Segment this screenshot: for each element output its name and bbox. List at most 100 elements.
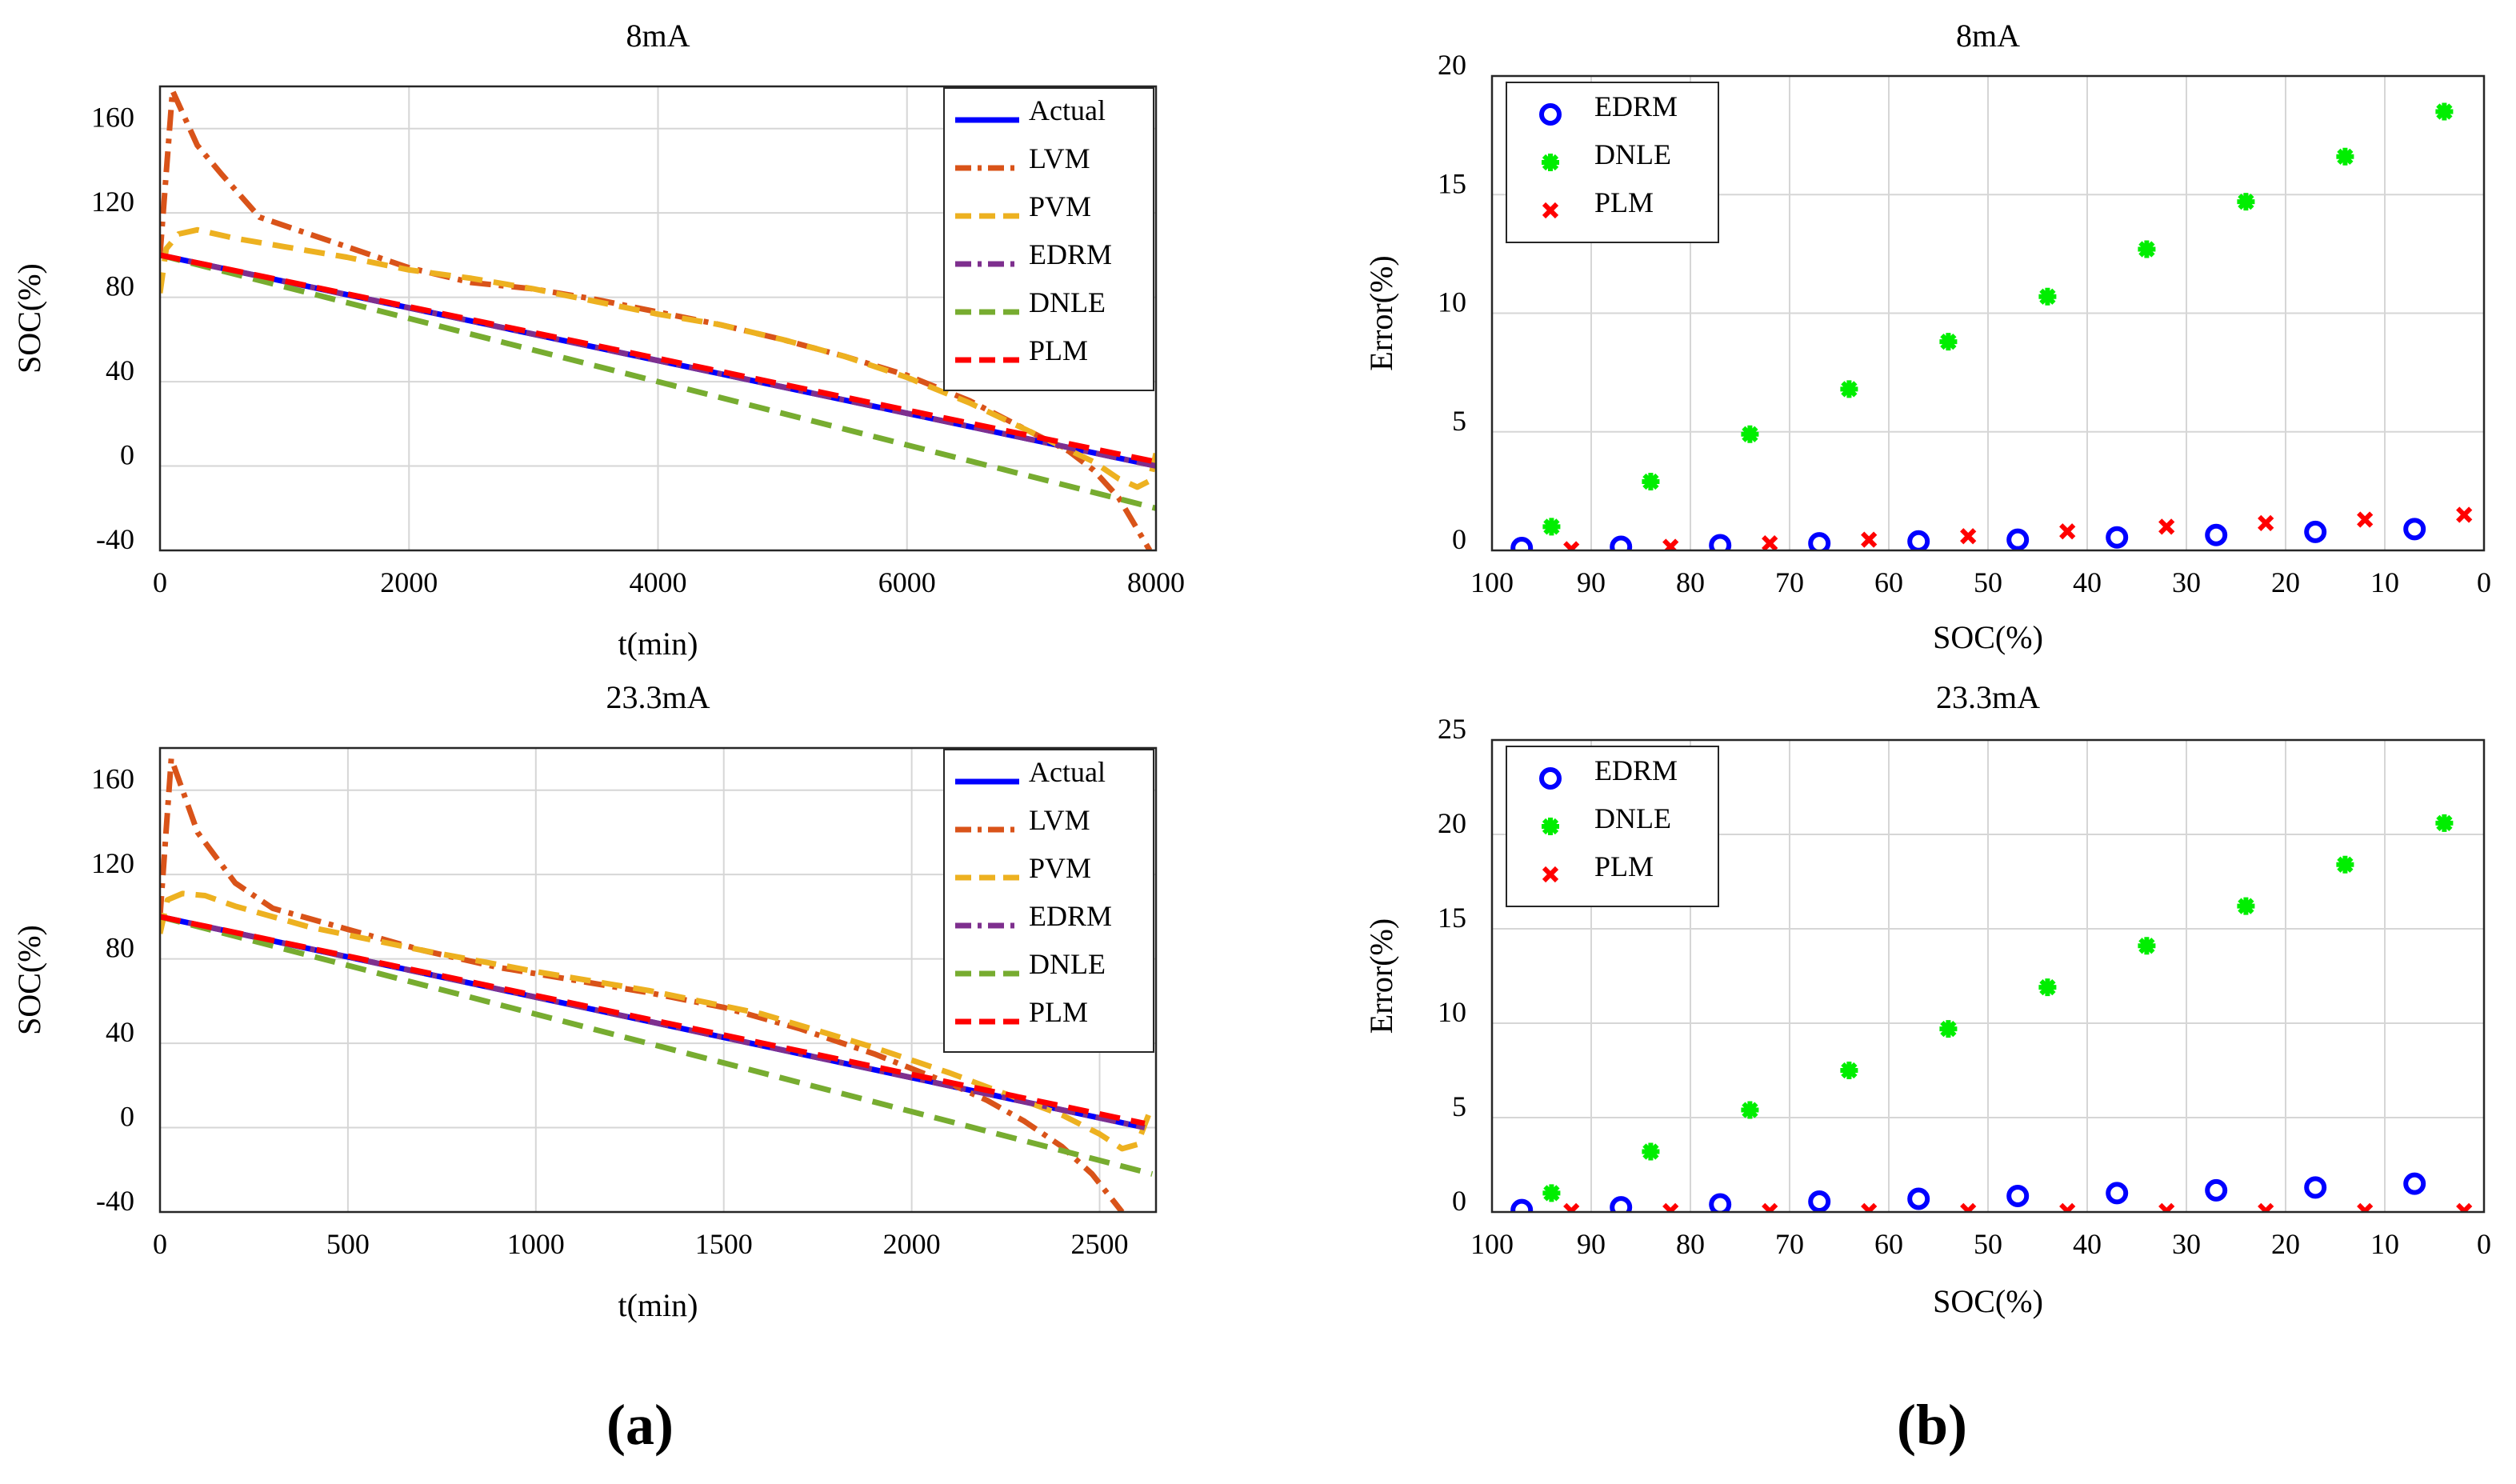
point-edrm (1808, 532, 1831, 550)
legend-marker-plm (1542, 866, 1559, 883)
x-tick-label: 0 (2477, 566, 2491, 598)
point-edrm (1610, 535, 1633, 550)
panel-label-b: (b) (1897, 1393, 1967, 1457)
point-plm (2258, 514, 2274, 532)
legend-marker-dnle (1542, 818, 1559, 835)
point-edrm (1907, 530, 1930, 550)
point-dnle (2336, 855, 2354, 874)
chart-title: 8mA (1956, 18, 2020, 54)
x-axis-label: SOC(%) (1933, 1283, 2043, 1319)
point-edrm (2106, 526, 2129, 549)
point-edrm (1709, 1193, 1732, 1212)
point-edrm (2205, 523, 2228, 546)
x-tick-label: 80 (1676, 1228, 1705, 1260)
point-edrm (1808, 1190, 1831, 1212)
x-tick-label: 30 (2172, 1228, 2201, 1260)
point-plm (1861, 531, 1878, 548)
legend-label-actual: Actual (1029, 756, 1106, 788)
legend-label-edrm: EDRM (1029, 238, 1112, 270)
point-plm (2456, 506, 2473, 523)
point-plm (1662, 538, 1679, 550)
point-edrm (1907, 1187, 1930, 1210)
legend-label-pvm: PVM (1029, 852, 1091, 884)
y-tick-label: 40 (106, 354, 134, 386)
x-tick-label: 60 (1874, 1228, 1903, 1260)
x-tick-label: 10 (2370, 1228, 2399, 1260)
x-tick-label: 50 (1974, 566, 2002, 598)
legend-label-lvm: LVM (1029, 804, 1090, 836)
point-edrm (1709, 534, 1732, 550)
y-tick-label: 120 (91, 186, 134, 218)
x-tick-label: 0 (2477, 1228, 2491, 1260)
point-dnle (2038, 978, 2057, 997)
x-tick-label: 4000 (630, 566, 687, 598)
point-plm (2059, 523, 2076, 540)
x-tick-label: 60 (1874, 566, 1903, 598)
x-tick-label: 70 (1775, 1228, 1804, 1260)
y-tick-label: 120 (91, 847, 134, 879)
point-edrm (1510, 537, 1534, 550)
chart-title: 23.3mA (1936, 679, 2040, 715)
y-tick-label: 5 (1452, 405, 1466, 437)
legend-label-dnle: DNLE (1594, 802, 1671, 834)
x-axis-label: SOC(%) (1933, 619, 2043, 655)
legend: EDRM DNLE PLM (1506, 746, 1719, 907)
y-tick-label: -40 (96, 523, 134, 555)
y-tick-label: 0 (120, 439, 134, 471)
point-dnle (1939, 1020, 1958, 1038)
x-axis-label: t(min) (618, 1287, 698, 1323)
y-tick-label: -40 (96, 1185, 134, 1217)
point-edrm (1510, 1198, 1534, 1212)
y-tick-label: 0 (1452, 523, 1466, 555)
point-dnle (1840, 380, 1858, 398)
legend-label-dnle: DNLE (1029, 948, 1106, 980)
x-tick-label: 30 (2172, 566, 2201, 598)
x-tick-label: 80 (1676, 566, 1705, 598)
point-dnle (1741, 425, 1759, 443)
y-tick-label: 20 (1438, 49, 1466, 81)
x-tick-label: 6000 (878, 566, 936, 598)
point-dnle (2237, 897, 2255, 915)
legend-label-lvm: LVM (1029, 142, 1090, 174)
x-tick-label: 100 (1470, 566, 1514, 598)
y-tick-label: 15 (1438, 167, 1466, 199)
chart-title: 23.3mA (606, 679, 710, 715)
y-tick-label: 20 (1438, 807, 1466, 839)
legend-label-plm: PLM (1029, 334, 1088, 366)
x-tick-label: 40 (2073, 566, 2102, 598)
y-tick-label: 0 (1452, 1185, 1466, 1217)
point-edrm (2403, 1172, 2426, 1195)
point-edrm (1610, 1196, 1633, 1212)
point-dnle (2237, 193, 2255, 211)
series-lvm-line (160, 755, 1125, 1212)
point-edrm (2006, 528, 2030, 550)
legend: Actual LVM PVM EDRM DNLE PLM (943, 749, 1154, 1053)
y-axis-label: Error(%) (1363, 918, 1399, 1034)
legend-label-edrm: EDRM (1594, 754, 1678, 786)
legend-label-plm: PLM (1594, 186, 1654, 218)
chart-4: 100 90 80 70 60 50 40 30 20 10 0051015202523.3mASO… (1363, 679, 2491, 1319)
x-tick-label: 1000 (507, 1228, 565, 1260)
legend-marker-dnle (1542, 154, 1559, 171)
x-axis-label: t(min) (618, 626, 698, 662)
x-tick-label: 1500 (695, 1228, 753, 1260)
chart-3: 100 90 80 70 60 50 40 30 20 10 0051015208mASOC(%)E… (1363, 18, 2491, 655)
point-edrm (2304, 1176, 2327, 1199)
legend-label-dnle: DNLE (1594, 138, 1671, 170)
point-dnle (1642, 473, 1660, 491)
x-tick-label: 100 (1470, 1228, 1514, 1260)
legend-box (943, 749, 1154, 1053)
x-tick-label: 500 (326, 1228, 370, 1260)
plot-area (160, 755, 1154, 1212)
legend-marker-edrm (1539, 103, 1562, 126)
point-edrm (2106, 1182, 2129, 1205)
x-tick-label: 50 (1974, 1228, 2002, 1260)
panel-label-a: (a) (606, 1393, 674, 1457)
series-plm-line (160, 914, 1146, 1126)
y-axis-label: SOC(%) (11, 925, 47, 1035)
series-pvm-line (160, 890, 1151, 1152)
y-tick-label: 25 (1438, 713, 1466, 745)
point-dnle (1840, 1062, 1858, 1079)
point-edrm (2006, 1184, 2030, 1207)
series-dnle-line (160, 252, 1156, 511)
